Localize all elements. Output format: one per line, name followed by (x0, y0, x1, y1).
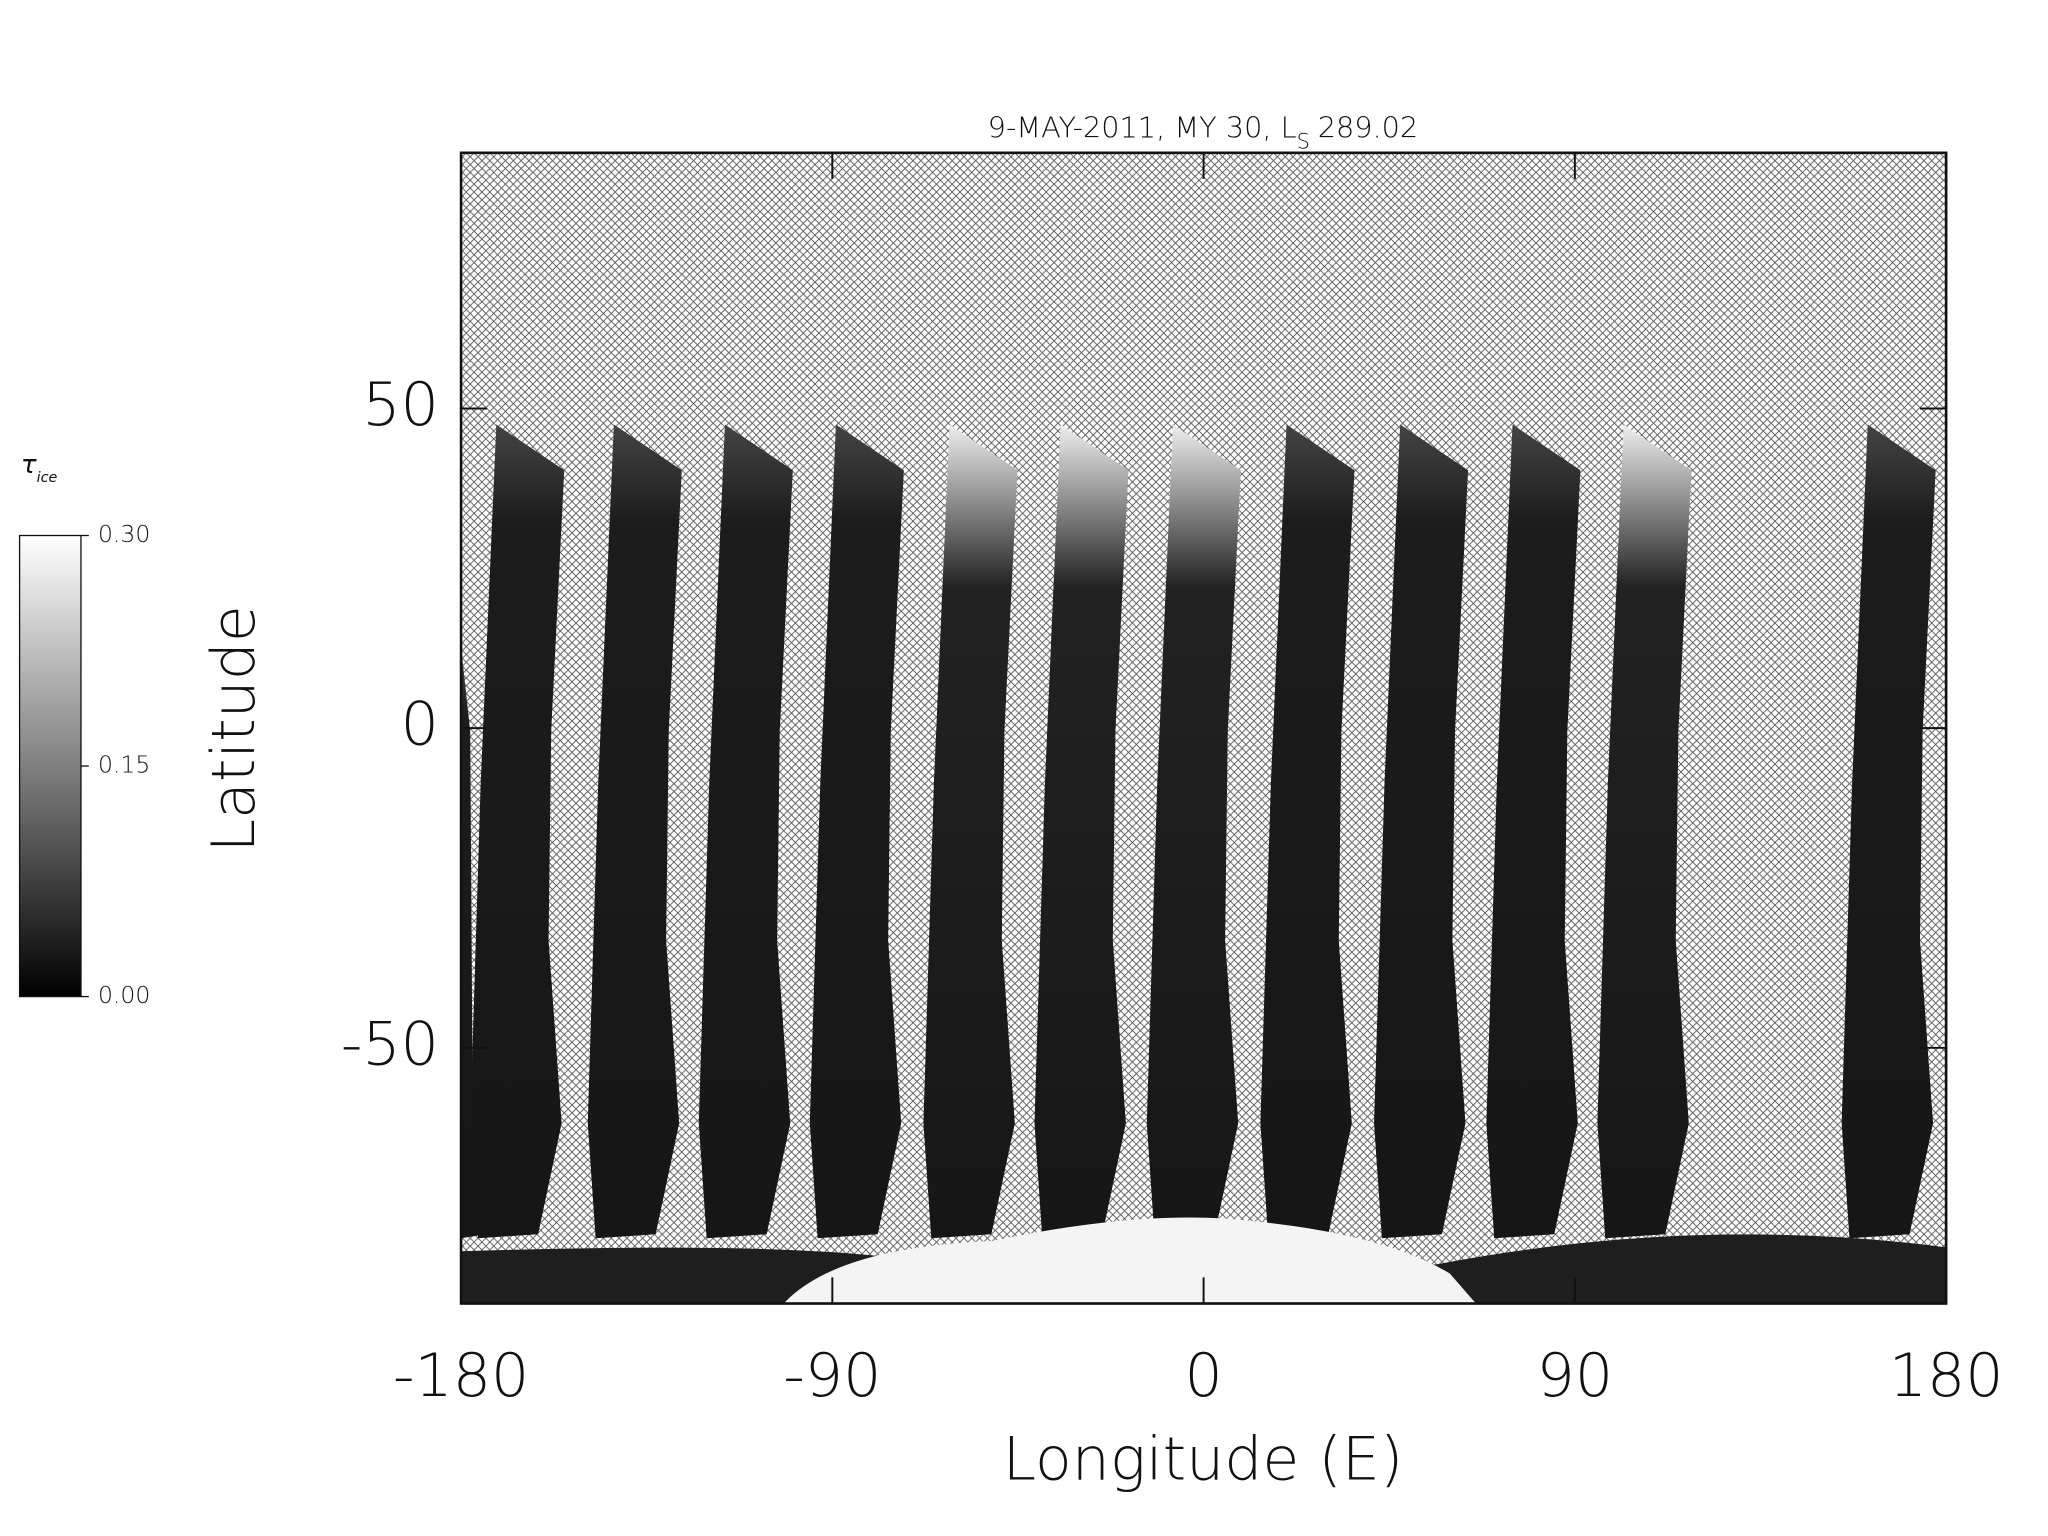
title-text: 9-MAY-2011, MY 30, L (988, 110, 1297, 144)
swath (698, 424, 793, 1239)
y-tick-label: -50 (341, 1009, 439, 1079)
swath (1146, 424, 1241, 1239)
colorbar-label: τice (21, 449, 58, 486)
title-value: 289.02 (1318, 110, 1419, 144)
swath (923, 424, 1018, 1239)
swath (587, 424, 682, 1239)
x-tick-label: -180 (393, 1341, 529, 1411)
swath (461, 646, 486, 1239)
x-tick-label: 90 (1537, 1341, 1613, 1411)
x-axis-title: Longitude (E) (1003, 1424, 1404, 1494)
x-tick-label: 0 (1184, 1341, 1222, 1411)
colorbar-tick-label: 0.15 (98, 751, 150, 779)
swath (1034, 424, 1129, 1239)
map-area (461, 152, 1947, 1304)
swath (470, 424, 565, 1239)
title-subscript: S (1297, 129, 1310, 153)
polar-cap (783, 1217, 1476, 1304)
swath (1260, 424, 1355, 1239)
y-tick-label: 0 (401, 690, 439, 760)
colorbar-tick-label: 0.00 (98, 981, 150, 1009)
colorbar-symbol: τ (21, 449, 37, 479)
colorbar-tick-label: 0.30 (98, 520, 150, 548)
y-tick-label: 50 (362, 370, 438, 440)
colorbar (18, 534, 82, 998)
map-title: 9-MAY-2011, MY 30, LS 289.02 (988, 110, 1419, 153)
swath (1597, 424, 1692, 1239)
x-tick-label: -90 (783, 1341, 881, 1411)
swath (1841, 424, 1936, 1239)
y-axis-title: Latitude (199, 605, 269, 852)
swath (1374, 424, 1469, 1239)
x-tick-label: 180 (1889, 1341, 2004, 1411)
swath (809, 424, 904, 1239)
colorbar-subscript: ice (37, 470, 58, 486)
swath (1486, 424, 1581, 1239)
